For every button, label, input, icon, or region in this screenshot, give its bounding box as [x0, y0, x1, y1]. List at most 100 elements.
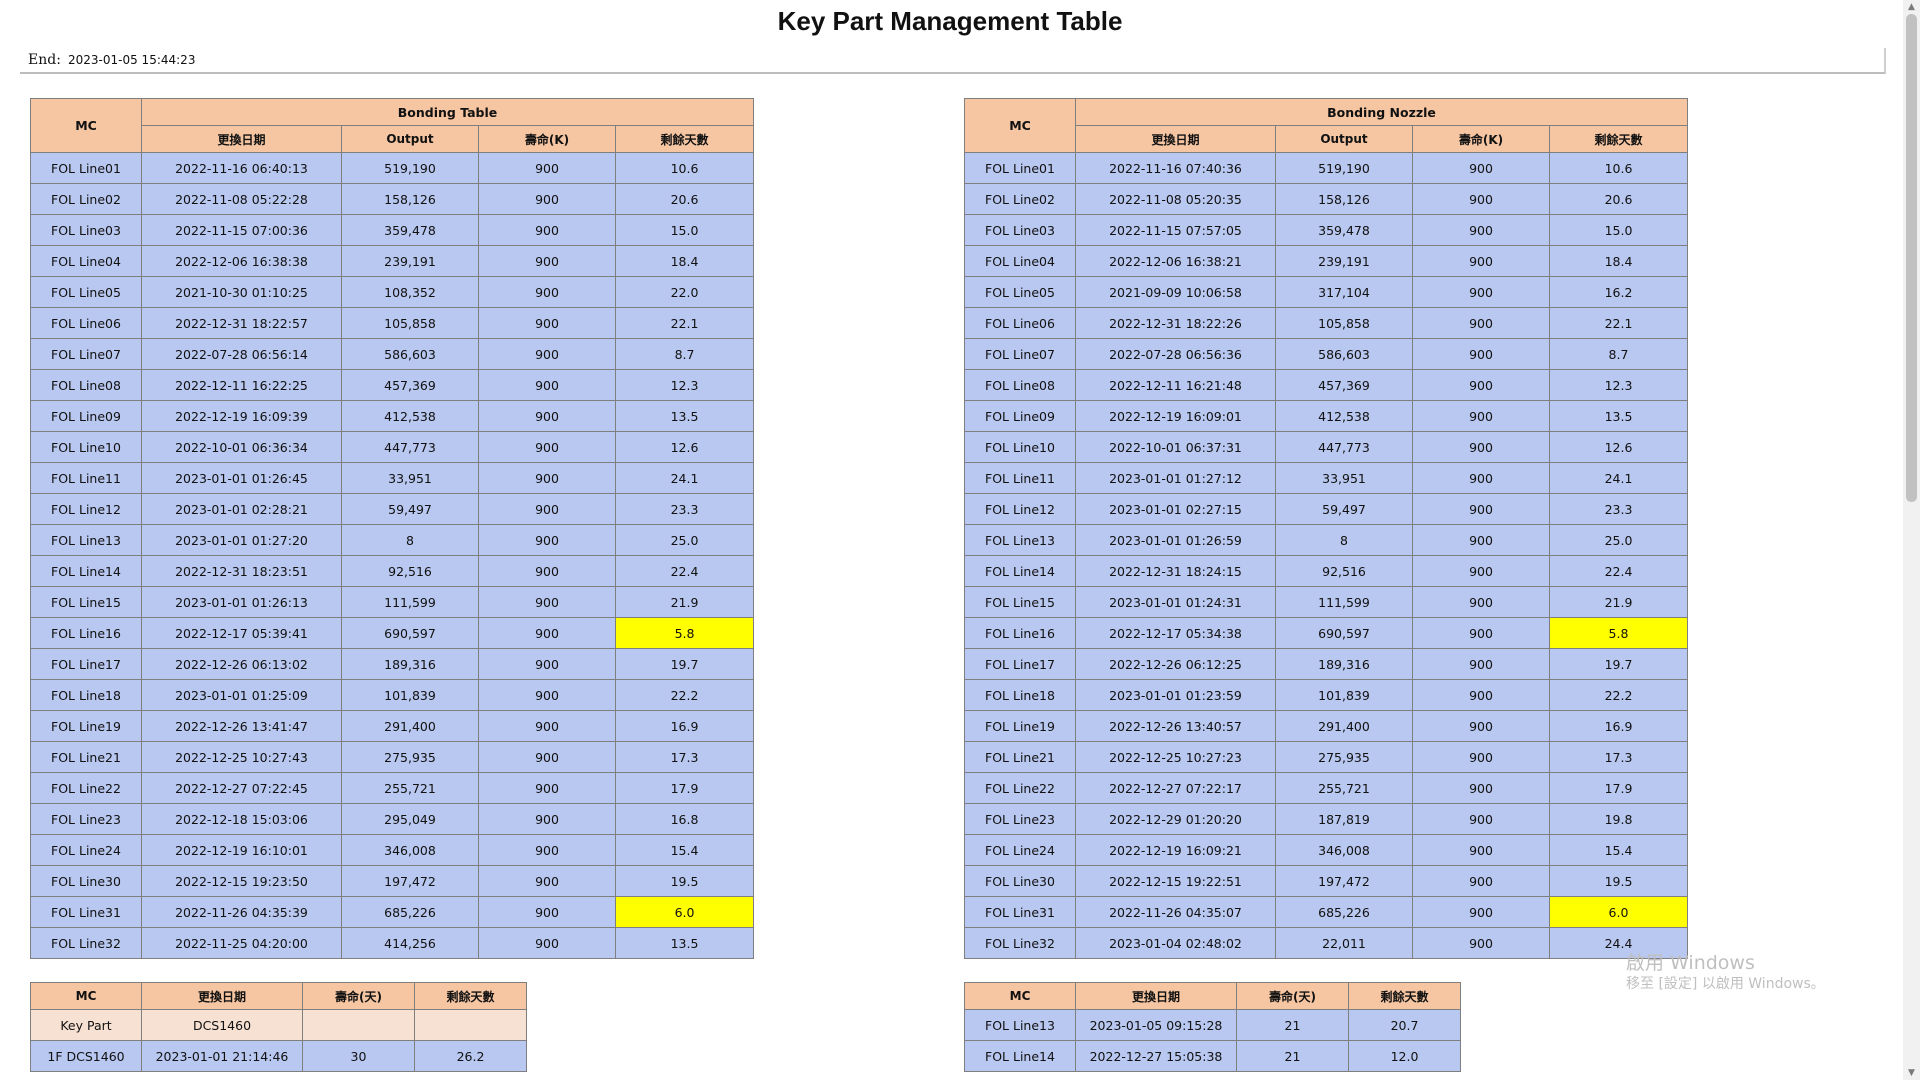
cell-remaining-days: 24.1	[614, 462, 755, 494]
cell-output: 101,839	[1275, 679, 1413, 711]
cell-change-date: 2022-12-25 10:27:43	[141, 741, 342, 773]
cell-change-date: 2022-12-19 16:09:01	[1075, 400, 1276, 432]
cell-mc: FOL Line10	[964, 431, 1076, 463]
cell-life: 900	[1412, 927, 1550, 959]
cell-output: 519,190	[1275, 152, 1413, 184]
cell-life-days: 21	[1236, 1009, 1349, 1041]
cell-remaining-days: 21.9	[614, 586, 755, 618]
cell-change-date: 2023-01-04 02:48:02	[1075, 927, 1276, 959]
col-header-output: Output	[1275, 125, 1413, 153]
cell-change-date: 2022-11-26 04:35:07	[1075, 896, 1276, 928]
cell-life: 900	[1412, 772, 1550, 804]
cell-mc: FOL Line24	[964, 834, 1076, 866]
key-part-name: DCS1460	[141, 1009, 303, 1041]
table-row: FOL Line21 2022-12-25 10:27:43 275,935 900 1…	[30, 741, 755, 773]
cell-mc: FOL Line18	[964, 679, 1076, 711]
cell-remaining-days: 17.9	[614, 772, 755, 804]
cell-mc: FOL Line13	[964, 524, 1076, 556]
cell-life: 900	[478, 245, 616, 277]
scroll-thumb[interactable]	[1906, 14, 1917, 502]
cell-remaining-days: 22.4	[1549, 555, 1688, 587]
cell-life: 900	[1412, 586, 1550, 618]
table-row: FOL Line06 2022-12-31 18:22:57 105,858 900 2…	[30, 307, 755, 339]
table-row: FOL Line05 2021-10-30 01:10:25 108,352 900 2…	[30, 276, 755, 308]
cell-change-date: 2022-12-18 15:03:06	[141, 803, 342, 835]
cell-life: 900	[478, 431, 616, 463]
cell-remaining-days: 19.5	[614, 865, 755, 897]
cell-life: 900	[478, 710, 616, 742]
cell-output: 412,538	[1275, 400, 1413, 432]
cell-output: 59,497	[341, 493, 479, 525]
cell-remaining-days: 15.0	[614, 214, 755, 246]
cell-change-date: 2022-11-15 07:00:36	[141, 214, 342, 246]
cell-life: 900	[1412, 524, 1550, 556]
cell-life: 900	[478, 834, 616, 866]
cell-change-date: 2022-11-26 04:35:39	[141, 896, 342, 928]
scroll-down-arrow-icon[interactable]: ▼	[1908, 1068, 1915, 1078]
table-row: FOL Line13 2023-01-05 09:15:28 21 20.7	[964, 1009, 1461, 1041]
table-row: 1F DCS1460 2023-01-01 21:14:46 30 26.2	[30, 1040, 527, 1072]
table-title: Bonding Table	[140, 98, 755, 126]
table-row: FOL Line14 2022-12-31 18:23:51 92,516 900 22…	[30, 555, 755, 587]
cell-change-date: 2023-01-01 01:26:45	[141, 462, 342, 494]
table-row: FOL Line16 2022-12-17 05:39:41 690,597 900 5…	[30, 617, 755, 649]
cell-output: 22,011	[1275, 927, 1413, 959]
col-header-change-date: 更換日期	[1075, 982, 1237, 1010]
table-row: FOL Line19 2022-12-26 13:41:47 291,400 900 1…	[30, 710, 755, 742]
table-row: FOL Line30 2022-12-15 19:23:50 197,472 900 1…	[30, 865, 755, 897]
cell-remaining-days: 21.9	[1549, 586, 1688, 618]
cell-remaining-days: 16.9	[1549, 710, 1688, 742]
table-row: FOL Line15 2023-01-01 01:24:31 111,599 900 2…	[964, 586, 1688, 618]
cell-remaining-days: 16.2	[1549, 276, 1688, 308]
table-row: FOL Line22 2022-12-27 07:22:45 255,721 900 1…	[30, 772, 755, 804]
table-row: FOL Line01 2022-11-16 07:40:36 519,190 900 1…	[964, 152, 1688, 184]
cell-mc: FOL Line06	[964, 307, 1076, 339]
cell-remaining-days: 25.0	[1549, 524, 1688, 556]
cell-change-date: 2022-12-19 16:09:39	[141, 400, 342, 432]
bonding-nozzle-table: MC Bonding Nozzle 更換日期 Output 壽命(K) 剩餘天數…	[964, 98, 1688, 959]
cell-mc: FOL Line02	[964, 183, 1076, 215]
cell-life: 900	[478, 803, 616, 835]
col-header-mc: MC	[30, 982, 142, 1010]
cell-life: 900	[1412, 648, 1550, 680]
col-header-output: Output	[341, 125, 479, 153]
col-header-life-days: 壽命(天)	[302, 982, 415, 1010]
cell-life: 900	[478, 555, 616, 587]
cell-life: 900	[478, 462, 616, 494]
cell-output: 197,472	[341, 865, 479, 897]
cell-change-date: 2022-12-06 16:38:21	[1075, 245, 1276, 277]
vertical-scrollbar[interactable]: ▲ ▼	[1903, 0, 1920, 1080]
table-row: FOL Line13 2023-01-01 01:27:20 8 900 25.0	[30, 524, 755, 556]
cell-output: 255,721	[1275, 772, 1413, 804]
cell-life: 900	[1412, 493, 1550, 525]
cell-remaining-days: 22.0	[614, 276, 755, 308]
table-row: FOL Line12 2023-01-01 02:27:15 59,497 900 23…	[964, 493, 1688, 525]
cell-mc: FOL Line08	[964, 369, 1076, 401]
cell-remaining-days: 10.6	[1549, 152, 1688, 184]
dcs-life-table: MC 更換日期 壽命(天) 剩餘天數 Key Part DCS1460 1F D…	[30, 982, 527, 1072]
cell-output: 111,599	[341, 586, 479, 618]
cell-mc: FOL Line13	[30, 524, 142, 556]
key-part-life	[302, 1009, 415, 1041]
cell-mc: FOL Line18	[30, 679, 142, 711]
scroll-up-arrow-icon[interactable]: ▲	[1908, 2, 1915, 12]
cell-remaining-days: 12.6	[614, 431, 755, 463]
key-part-label: Key Part	[30, 1009, 142, 1041]
cell-remaining-days: 13.5	[614, 927, 755, 959]
cell-life: 900	[478, 772, 616, 804]
cell-life: 900	[478, 648, 616, 680]
table-row: FOL Line31 2022-11-26 04:35:39 685,226 900 6…	[30, 896, 755, 928]
cell-change-date: 2023-01-05 09:15:28	[1075, 1009, 1237, 1041]
table-row: FOL Line12 2023-01-01 02:28:21 59,497 900 23…	[30, 493, 755, 525]
cell-remaining-days: 6.0	[1549, 896, 1688, 928]
cell-mc: FOL Line05	[30, 276, 142, 308]
cell-mc: FOL Line32	[964, 927, 1076, 959]
cell-life: 900	[478, 307, 616, 339]
cell-change-date: 2022-12-31 18:22:26	[1075, 307, 1276, 339]
cell-mc: FOL Line12	[964, 493, 1076, 525]
cell-life: 900	[1412, 803, 1550, 835]
cell-output: 92,516	[341, 555, 479, 587]
cell-change-date: 2022-12-06 16:38:38	[141, 245, 342, 277]
cell-mc: 1F DCS1460	[30, 1040, 142, 1072]
cell-life: 900	[478, 617, 616, 649]
